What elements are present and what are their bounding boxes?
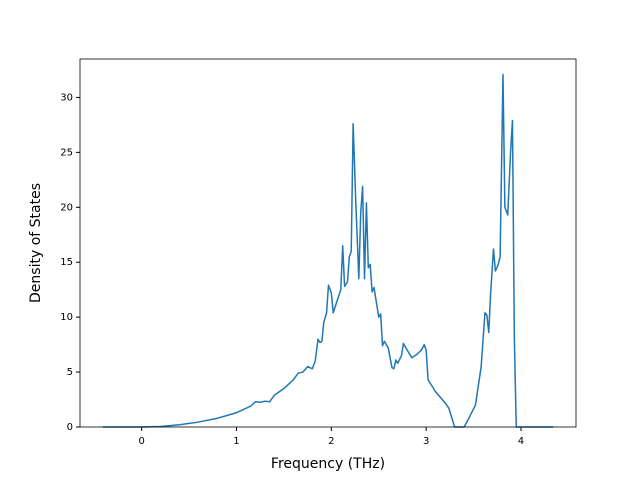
y-tick-label: 15 bbox=[60, 257, 73, 268]
x-tick-label: 1 bbox=[233, 436, 239, 447]
data-line bbox=[102, 73, 554, 428]
y-tick-label: 5 bbox=[67, 367, 73, 378]
x-tick-label: 2 bbox=[328, 436, 334, 447]
y-tick-label: 30 bbox=[60, 92, 73, 103]
y-tick-label: 25 bbox=[60, 147, 73, 158]
x-tick-label: 3 bbox=[423, 436, 429, 447]
y-axis-label: Density of States bbox=[28, 183, 44, 303]
y-tick-label: 0 bbox=[67, 422, 73, 433]
x-tick-label: 4 bbox=[518, 436, 524, 447]
x-tick-label: 0 bbox=[138, 436, 144, 447]
y-tick-label: 20 bbox=[60, 202, 73, 213]
plot-frame bbox=[79, 58, 577, 428]
x-axis-label: Frequency (THz) bbox=[271, 456, 385, 472]
y-tick-label: 10 bbox=[60, 312, 73, 323]
